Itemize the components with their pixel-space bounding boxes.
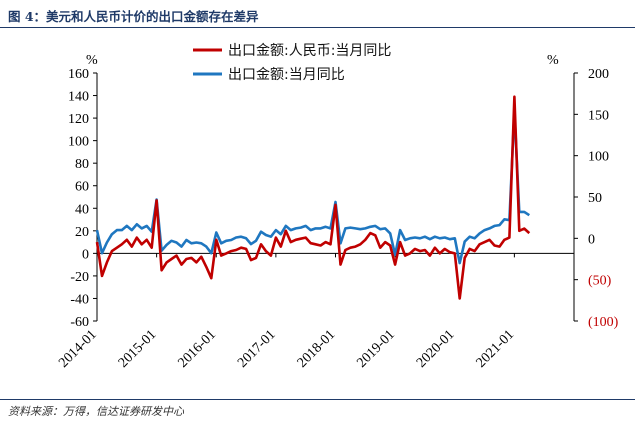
x-tick-label: 2021-01: [474, 327, 518, 371]
right-tick-label: 0: [588, 232, 595, 247]
x-tick-label: 2020-01: [414, 327, 458, 371]
left-tick-label: 80: [75, 157, 89, 172]
x-tick-label: 2016-01: [175, 327, 219, 371]
series-layer: [95, 95, 531, 300]
right-tick-label: 100: [588, 150, 609, 165]
left-tick-label: 160: [68, 67, 89, 82]
legend-label: 出口金额:当月同比: [228, 67, 345, 83]
x-tick-label: 2019-01: [354, 327, 398, 371]
left-tick-label: 100: [68, 135, 89, 150]
figure-source: 资料来源：万得，信达证券研发中心: [8, 405, 184, 418]
left-tick-label: 0: [82, 247, 89, 262]
right-tick-label: 200: [588, 67, 609, 82]
series-rmb-line: [95, 95, 531, 300]
right-tick-label: (100): [588, 315, 619, 330]
right-tick-label: 50: [588, 191, 602, 206]
left-tick-label: -20: [70, 270, 89, 285]
left-tick-label: 60: [75, 180, 89, 195]
left-tick-label: -60: [70, 315, 89, 330]
x-tick-label: 2017-01: [235, 327, 279, 371]
left-tick-label: -40: [70, 292, 89, 307]
figure-title: 图 4：美元和人民币计价的出口金额存在差异: [8, 9, 259, 24]
right-tick-label: (50): [588, 274, 612, 289]
series-usd-line: [95, 108, 531, 265]
left-tick-label: 20: [75, 225, 89, 240]
right-axis-unit: %: [547, 53, 559, 68]
left-tick-label: 120: [68, 112, 89, 127]
left-tick-label: 40: [75, 202, 89, 217]
line-chart: -60 -40 -20 0 20 40 60 80 100 120 140 160 200 150 100 5…: [56, 43, 619, 371]
left-axis-unit: %: [86, 53, 98, 68]
x-tick-label: 2015-01: [116, 327, 160, 371]
x-tick-label: 2014-01: [56, 327, 100, 371]
source-divider: [0, 399, 635, 400]
title-divider: [0, 27, 635, 28]
left-tick-label: 140: [68, 90, 89, 105]
right-tick-label: 150: [588, 108, 609, 123]
legend-label: 出口金额:人民币:当月同比: [228, 43, 391, 59]
x-tick-label: 2018-01: [295, 327, 339, 371]
